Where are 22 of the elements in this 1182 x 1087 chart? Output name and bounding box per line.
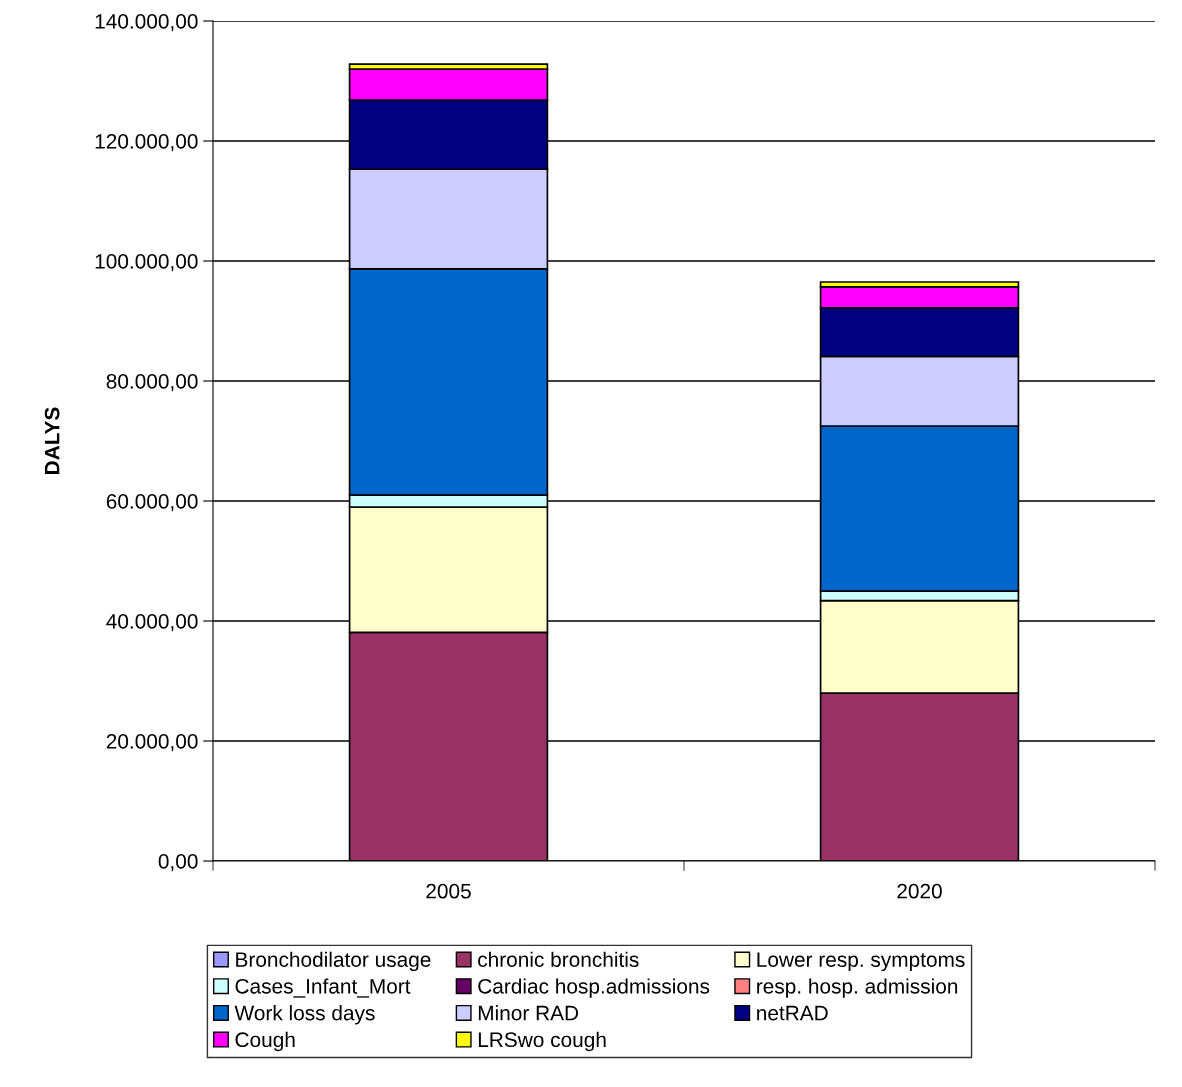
legend-label: netRAD	[757, 1005, 828, 1021]
legend-label: Cardiac hosp.admissions	[478, 978, 710, 998]
legend-label: Lower resp. symptoms	[757, 952, 965, 972]
y-tick-label: 80.000,00	[106, 374, 198, 392]
legend-label: Cough	[235, 1031, 295, 1052]
y-tick-label: 120.000,00	[95, 134, 198, 152]
legend-label: chronic bronchitis	[478, 951, 639, 967]
legend-label: LRSwo cough	[478, 1031, 606, 1052]
y-tick-label: 140.000,00	[95, 14, 198, 32]
legend-label: Bronchodilator usage	[236, 951, 431, 972]
y-tick-label: 20.000,00	[106, 734, 198, 752]
legend-label: Work loss days	[234, 1005, 375, 1025]
y-tick-label: 40.000,00	[106, 614, 198, 632]
legend-label: Minor RAD	[478, 1005, 579, 1021]
x-tick-label: 2020	[897, 883, 942, 899]
legend-label: resp. hosp. admission	[757, 978, 958, 998]
y-tick-label: 100.000,00	[95, 254, 198, 272]
y-tick-label: 0,00	[158, 854, 198, 872]
x-tick-label: 2005	[426, 883, 471, 899]
y-axis-title: DALYS	[44, 407, 60, 474]
y-tick-label: 60.000,00	[106, 494, 198, 512]
legend-label: Cases_Infant_Mort	[235, 978, 411, 998]
